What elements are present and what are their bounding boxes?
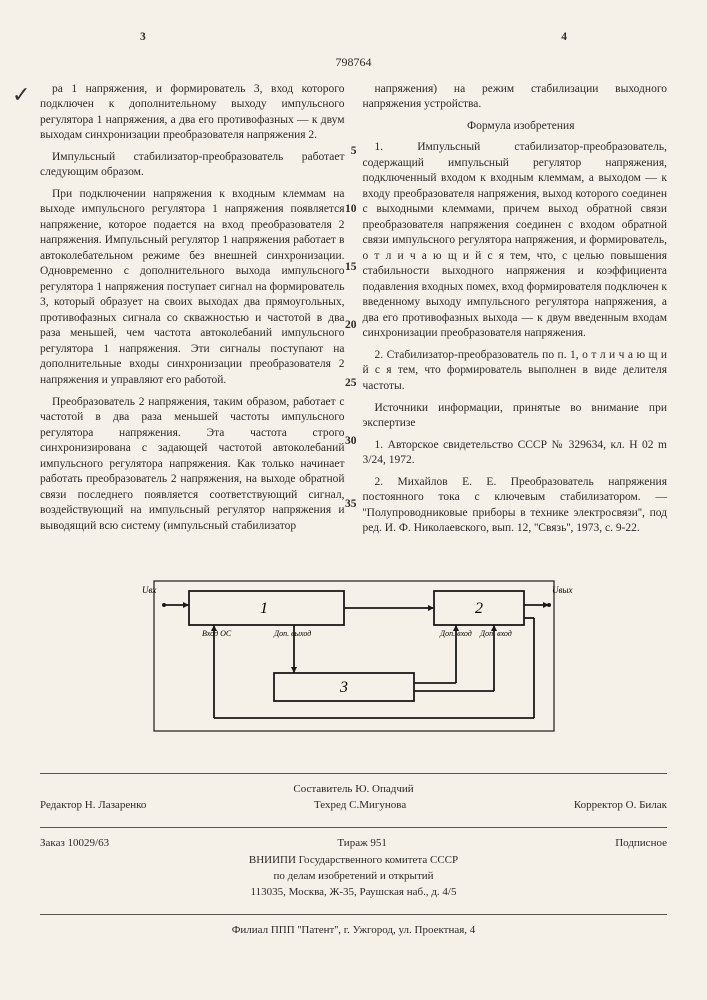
corrector: Корректор О. Билак xyxy=(574,798,667,813)
right-p6: 2. Михайлов Е. Е. Преобразователь напряж… xyxy=(363,475,668,537)
left-p3: При подключении напряжения к входным кле… xyxy=(40,187,345,389)
org1: ВНИИПИ Государственного комитета СССР xyxy=(40,853,667,868)
sources-label: Источники информации, принятые во вниман… xyxy=(363,401,668,432)
document-number: 798764 xyxy=(40,54,667,70)
compiler-line: Составитель Ю. Опадчий xyxy=(40,782,667,797)
address: 113035, Москва, Ж-35, Раушская наб., д. … xyxy=(40,885,667,900)
right-column: напряжения) на режим стабилизации выходн… xyxy=(363,82,668,543)
right-p2: 1. Импульсный стабилизатор-преобразовате… xyxy=(363,140,668,342)
techred: Техред С.Мигунова xyxy=(314,798,406,813)
block2-label: 2 xyxy=(475,600,483,617)
right-p1: напряжения) на режим стабилизации выходн… xyxy=(363,82,668,113)
page-number-left: 3 xyxy=(140,30,146,46)
filial: Филиал ППП ''Патент'', г. Ужгород, ул. П… xyxy=(40,923,667,938)
block1-label: 1 xyxy=(260,600,268,617)
u-in-label: Uвх xyxy=(142,585,156,595)
formula-title: Формула изобретения xyxy=(363,119,668,135)
left-column: ✓ ра 1 напряжения, и формирователь 3, вх… xyxy=(40,82,345,543)
checkmark-annotation: ✓ xyxy=(12,80,30,110)
line-number: 10 xyxy=(345,202,357,218)
line-number: 35 xyxy=(345,497,357,513)
footer-separator-3 xyxy=(40,914,667,915)
left-p1: ра 1 напряжения, и формирователь 3, вход… xyxy=(40,82,345,144)
u-out-label: Uвых xyxy=(552,585,573,595)
footer-separator xyxy=(40,773,667,774)
right-p3: 2. Стабилизатор-преобразователь по п. 1,… xyxy=(363,348,668,395)
line-number: 20 xyxy=(345,318,357,334)
page-number-right: 4 xyxy=(561,30,567,46)
podpisnoe: Подписное xyxy=(615,836,667,851)
org2: по делам изобретений и открытий xyxy=(40,869,667,884)
order: Заказ 10029/63 xyxy=(40,836,109,851)
right-p5: 1. Авторское свидетельство СССР № 329634… xyxy=(363,438,668,469)
order-line: Заказ 10029/63 Тираж 951 Подписное xyxy=(40,836,667,851)
left-p4: Преобразователь 2 напряжения, таким обра… xyxy=(40,395,345,535)
tirazh: Тираж 951 xyxy=(337,836,387,851)
line-number: 25 xyxy=(345,376,357,392)
line-number: 30 xyxy=(345,434,357,450)
line-number: 5 xyxy=(351,144,357,160)
left-p2: Импульсный стабилизатор-преобразователь … xyxy=(40,150,345,181)
editor: Редактор Н. Лазаренко xyxy=(40,798,146,813)
dop-vyxod-label: Доп. выход xyxy=(273,629,311,638)
diagram-svg: Uвх 1 2 Uвых Вход ОС Доп. выход Доп. вхо… xyxy=(134,573,574,743)
text-columns: ✓ ра 1 напряжения, и формирователь 3, вх… xyxy=(40,82,667,543)
block3-label: 3 xyxy=(339,679,348,696)
block-diagram: Uвх 1 2 Uвых Вход ОС Доп. выход Доп. вхо… xyxy=(134,573,574,743)
line-number: 15 xyxy=(345,260,357,276)
footer-separator-2 xyxy=(40,827,667,828)
vxod-oc-label: Вход ОС xyxy=(202,629,232,638)
page-header: 3 4 xyxy=(40,30,667,46)
credits-line: Редактор Н. Лазаренко Техред С.Мигунова … xyxy=(40,798,667,813)
